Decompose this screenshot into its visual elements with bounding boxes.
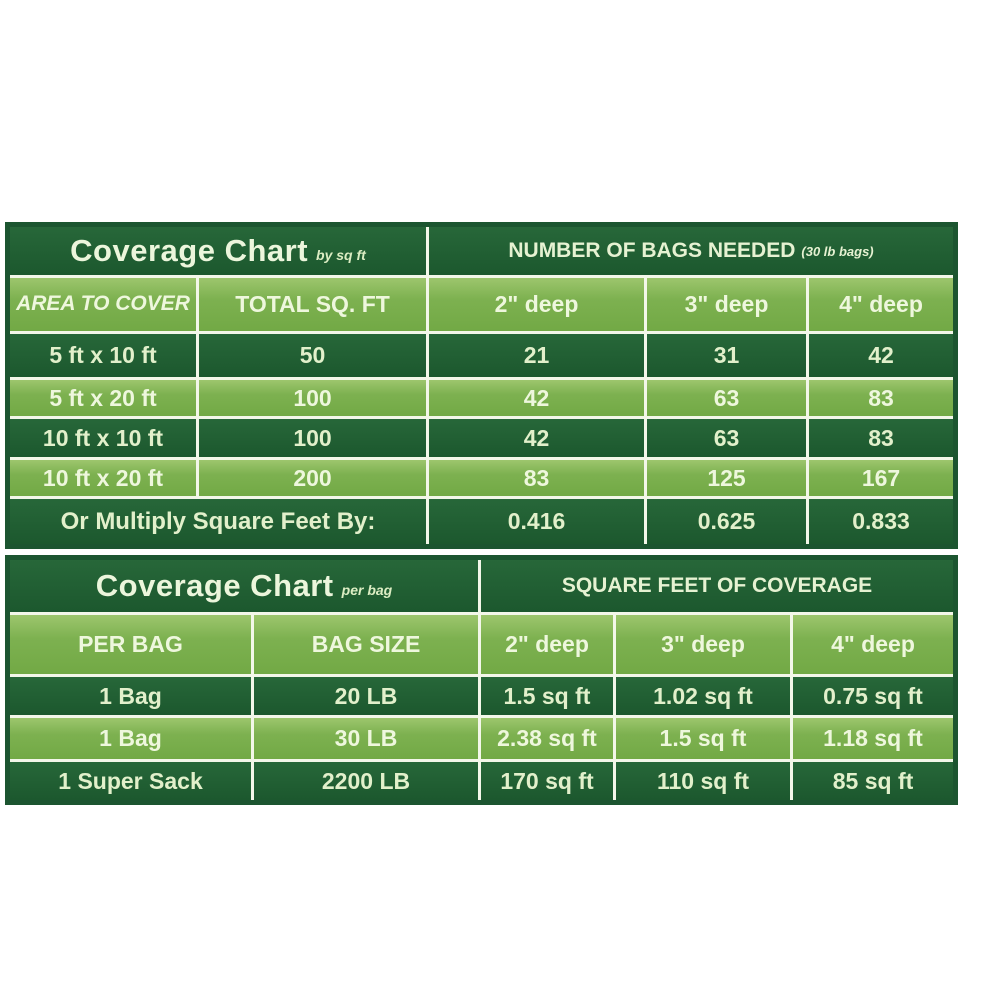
column-header-4deep: 4" deep (793, 615, 953, 674)
table-cell: 2200 LB (254, 762, 478, 800)
table2-subtitle: per bag (341, 581, 393, 598)
table-cell: 83 (809, 419, 953, 457)
table-cell: 200 (199, 460, 426, 496)
table-cell: 1 Bag (10, 718, 251, 759)
table-cell: 63 (647, 380, 806, 416)
table-cell: 20 LB (254, 677, 478, 715)
table-cell: 5 ft x 10 ft (10, 334, 196, 377)
multiplier-2deep: 0.416 (429, 499, 644, 544)
table1-group-header-note: (30 lb bags) (801, 244, 874, 260)
table-cell: 50 (199, 334, 426, 377)
table-cell: 63 (647, 419, 806, 457)
table-cell: 1 Super Sack (10, 762, 251, 800)
table-cell: 85 sq ft (793, 762, 953, 800)
table-cell: 42 (429, 419, 644, 457)
table-cell: 100 (199, 419, 426, 457)
table-cell: 1.5 sq ft (481, 677, 613, 715)
table1-subtitle: by sq ft (316, 246, 366, 263)
table2-group-header: SQUARE FEET OF COVERAGE (561, 573, 873, 597)
column-header-total-sqft: TOTAL SQ. FT (199, 278, 426, 331)
table-cell: 21 (429, 334, 644, 377)
column-header-area-to-cover: AREA TO COVER (10, 278, 196, 331)
table-cell: 83 (429, 460, 644, 496)
table2-title-cell: Coverage Chart per bag (10, 560, 478, 612)
coverage-table-per-bag: Coverage Chart per bag SQUARE FEET OF CO… (5, 555, 958, 805)
multiplier-label: Or Multiply Square Feet By: (10, 499, 426, 544)
table1-group-header-cell: NUMBER OF BAGS NEEDED (30 lb bags) (429, 227, 953, 275)
table-cell: 167 (809, 460, 953, 496)
table2-title: Coverage Chart (95, 567, 334, 603)
table-cell: 1 Bag (10, 677, 251, 715)
column-header-4deep: 4" deep (809, 278, 953, 331)
table2-group-header-cell: SQUARE FEET OF COVERAGE (481, 560, 953, 612)
table-cell: 170 sq ft (481, 762, 613, 800)
table1-title-cell: Coverage Chart by sq ft (10, 227, 426, 275)
column-header-per-bag: PER BAG (10, 615, 251, 674)
column-header-2deep: 2" deep (481, 615, 613, 674)
table-cell: 10 ft x 20 ft (10, 460, 196, 496)
table-cell: 1.18 sq ft (793, 718, 953, 759)
table-cell: 110 sq ft (616, 762, 790, 800)
table-cell: 1.5 sq ft (616, 718, 790, 759)
column-header-2deep: 2" deep (429, 278, 644, 331)
multiplier-4deep: 0.833 (809, 499, 953, 544)
table-cell: 10 ft x 10 ft (10, 419, 196, 457)
table-cell: 5 ft x 20 ft (10, 380, 196, 416)
table-cell: 30 LB (254, 718, 478, 759)
table-cell: 100 (199, 380, 426, 416)
table-cell: 0.75 sq ft (793, 677, 953, 715)
table-cell: 42 (429, 380, 644, 416)
table-cell: 83 (809, 380, 953, 416)
coverage-table-by-sqft: Coverage Chart by sq ft NUMBER OF BAGS N… (5, 222, 958, 549)
multiplier-3deep: 0.625 (647, 499, 806, 544)
column-header-3deep: 3" deep (616, 615, 790, 674)
table1-group-header: NUMBER OF BAGS NEEDED (508, 238, 796, 262)
column-header-bag-size: BAG SIZE (254, 615, 478, 674)
table1-title: Coverage Chart (70, 232, 309, 268)
table-cell: 2.38 sq ft (481, 718, 613, 759)
table-cell: 125 (647, 460, 806, 496)
table-cell: 31 (647, 334, 806, 377)
table-cell: 1.02 sq ft (616, 677, 790, 715)
table-cell: 42 (809, 334, 953, 377)
column-header-3deep: 3" deep (647, 278, 806, 331)
